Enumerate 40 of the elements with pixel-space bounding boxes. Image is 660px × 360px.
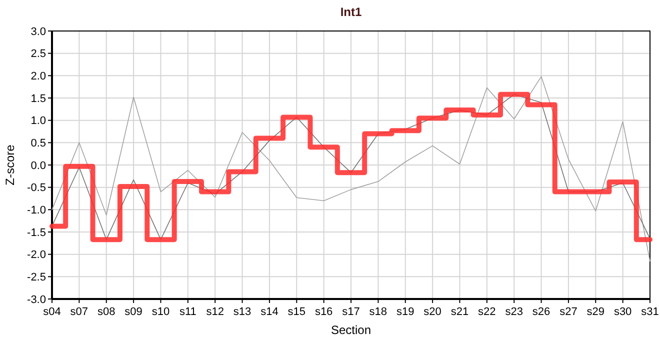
x-tick-label: s23: [505, 306, 523, 318]
x-tick-label: s27: [560, 306, 578, 318]
x-tick-label: s15: [288, 306, 306, 318]
x-tick-label: s09: [124, 306, 142, 318]
x-tick-label: s18: [369, 306, 388, 318]
y-tick-label: 1.5: [30, 92, 46, 105]
y-tick-label: -2.0: [27, 249, 46, 262]
x-tick-label: s29: [586, 306, 605, 318]
x-tick-label: s08: [97, 306, 116, 318]
x-tick-label: s13: [233, 306, 252, 318]
y-tick-label: 3.0: [30, 26, 46, 38]
x-tick-label: s26: [532, 306, 550, 318]
line-series: [52, 76, 650, 262]
chart-title: Int1: [340, 5, 362, 19]
x-tick-label: s04: [43, 306, 61, 318]
x-tick-label: s31: [641, 306, 659, 318]
y-tick-label: 1.0: [30, 115, 46, 128]
x-tick-label: s19: [396, 306, 414, 318]
y-tick-label: -1.0: [27, 204, 46, 217]
x-tick-label: s30: [614, 306, 632, 318]
x-tick-label: s10: [152, 306, 170, 318]
y-tick-label: -2.5: [27, 272, 46, 284]
x-tick-label: s21: [450, 306, 469, 318]
y-tick-label: 0.5: [30, 138, 46, 150]
x-tick-label: s20: [424, 306, 442, 318]
y-tick-label: 2.0: [30, 70, 46, 83]
x-tick-label: s16: [314, 306, 333, 318]
x-tick-label: s11: [179, 306, 196, 318]
x-tick-label: s17: [342, 306, 360, 318]
x-tick-label: s12: [206, 306, 224, 318]
y-tick-label: 2.5: [30, 48, 46, 60]
x-tick-label: s22: [478, 306, 496, 318]
x-axis-title: Section: [330, 323, 372, 337]
y-axis-title: Z-score: [3, 144, 17, 186]
y-tick-label: -3.0: [27, 294, 46, 306]
x-tick-label: s07: [70, 306, 88, 318]
x-tick-label: s14: [260, 306, 278, 318]
y-tick-label: -0.5: [27, 182, 46, 194]
y-tick-label: 0.0: [30, 160, 46, 172]
y-tick-label: -1.5: [27, 226, 46, 239]
